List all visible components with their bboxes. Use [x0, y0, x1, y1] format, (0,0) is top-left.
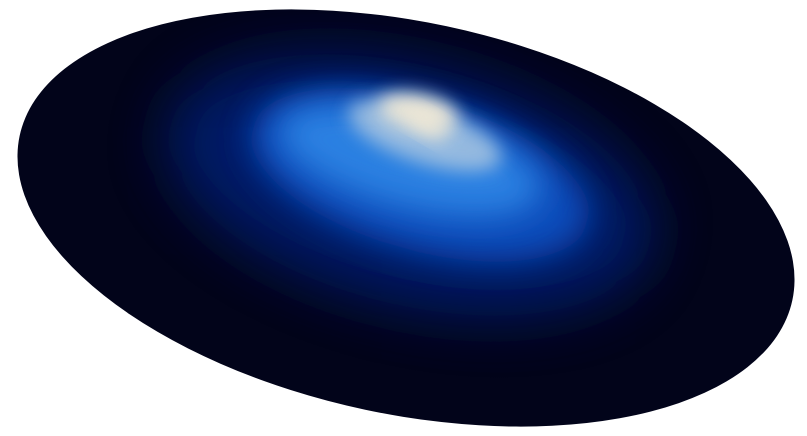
glow-peak-core: [408, 111, 448, 139]
